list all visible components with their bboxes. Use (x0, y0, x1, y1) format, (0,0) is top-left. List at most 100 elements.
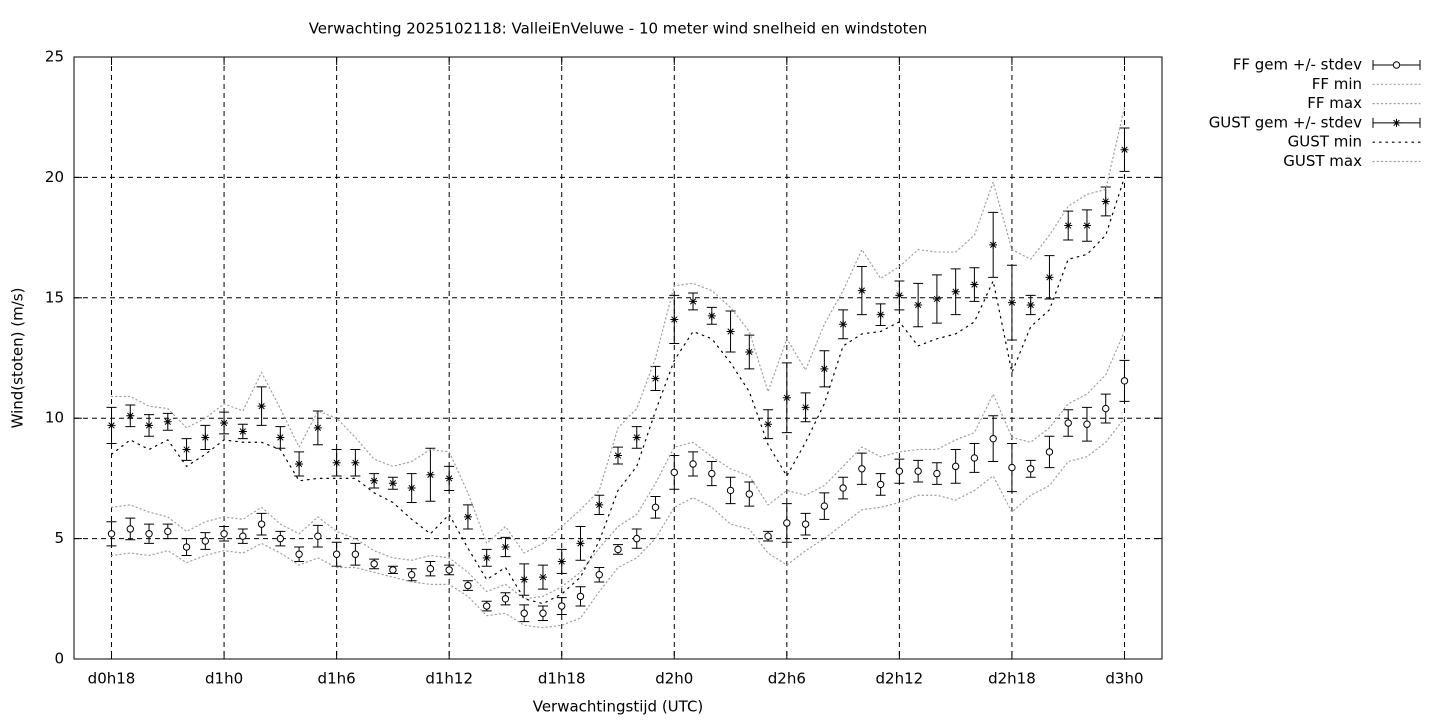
x-tick-label: d1h6 (318, 670, 356, 688)
marker-star (951, 287, 960, 296)
marker-star (1026, 301, 1035, 310)
marker-star (370, 476, 379, 485)
marker-circle (445, 566, 453, 574)
y-tick-label: 5 (54, 529, 64, 547)
marker-circle (595, 571, 603, 579)
marker-circle (164, 527, 172, 536)
x-axis-label: Verwachtingstijd (UTC) (533, 698, 704, 716)
y-tick-label: 20 (45, 168, 64, 186)
marker-star (182, 445, 191, 454)
marker-circle (576, 592, 585, 601)
marker-star (726, 327, 735, 336)
x-tick-label: d2h0 (655, 670, 693, 688)
marker-circle (839, 484, 847, 492)
marker-star (426, 470, 435, 479)
marker-circle (914, 467, 922, 475)
marker-star (257, 402, 266, 411)
marker-circle (689, 460, 697, 468)
marker-circle (801, 520, 810, 528)
marker-star (707, 311, 716, 320)
marker-circle (126, 525, 134, 533)
marker-circle (558, 602, 566, 610)
marker-circle (332, 550, 341, 558)
marker-circle (182, 543, 191, 551)
marker-circle (745, 490, 754, 498)
marker-star (632, 433, 641, 442)
x-tick-label: d3h0 (1105, 670, 1143, 688)
marker-star (332, 458, 341, 467)
marker-circle (933, 469, 941, 478)
series-line (110, 106, 1126, 554)
marker-circle (970, 454, 979, 462)
marker-circle (1120, 377, 1129, 385)
legend-label: FF gem +/- stdev (1233, 56, 1362, 74)
marker-star (276, 433, 285, 442)
marker-star (614, 451, 622, 460)
y-tick-label: 25 (45, 48, 64, 66)
marker-star (595, 500, 604, 509)
marker-circle (370, 560, 378, 568)
y-axis-label: Wind(stoten) (m/s) (9, 288, 27, 429)
marker-circle (501, 595, 510, 603)
marker-circle (407, 571, 416, 579)
marker-star (463, 512, 472, 521)
marker-circle (314, 532, 322, 540)
marker-star (820, 364, 829, 373)
marker-star (1064, 221, 1073, 230)
marker-star (220, 419, 229, 428)
legend-label: FF min (1312, 75, 1362, 93)
marker-star (1120, 145, 1129, 154)
marker-circle (107, 530, 116, 538)
legend-marker (1392, 118, 1401, 127)
x-tick-label: d2h18 (988, 670, 1036, 688)
x-tick-label: d2h12 (876, 670, 924, 688)
marker-circle (1083, 420, 1091, 428)
marker-circle (239, 532, 247, 540)
marker-circle (651, 503, 660, 511)
marker-circle (295, 550, 303, 558)
x-tick-label: d1h0 (205, 670, 243, 688)
marker-circle (426, 565, 435, 573)
marker-circle (670, 468, 678, 477)
marker-circle (876, 480, 885, 489)
y-tick-label: 15 (45, 288, 64, 306)
legend-label: GUST gem +/- stdev (1209, 113, 1362, 131)
marker-circle (783, 519, 791, 527)
marker-star (126, 411, 135, 420)
marker-circle (276, 534, 285, 543)
marker-circle (989, 434, 997, 443)
marker-star (970, 280, 979, 289)
marker-circle (351, 550, 360, 558)
x-tick-label: d0h18 (88, 670, 136, 688)
marker-star (351, 458, 360, 467)
marker-circle (201, 537, 210, 545)
marker-circle (633, 534, 641, 543)
marker-star (1007, 298, 1016, 307)
y-tick-label: 10 (45, 409, 64, 427)
marker-circle (764, 532, 772, 540)
marker-circle (820, 502, 829, 510)
marker-circle (614, 545, 622, 554)
marker-star (501, 543, 510, 552)
marker-star (764, 420, 773, 429)
marker-circle (389, 566, 397, 574)
marker-star (313, 423, 322, 432)
marker-star (107, 421, 116, 430)
x-tick-label: d1h12 (425, 670, 473, 688)
marker-circle (482, 602, 491, 610)
marker-star (932, 295, 941, 304)
marker-star (895, 291, 904, 300)
marker-star (782, 393, 791, 402)
marker-star (145, 421, 154, 430)
marker-star (407, 484, 416, 493)
marker-circle (708, 469, 716, 478)
marker-star (445, 474, 454, 483)
marker-circle (1008, 463, 1016, 472)
marker-star (520, 575, 529, 584)
marker-star (482, 553, 491, 562)
marker-star (163, 417, 172, 426)
marker-star (876, 310, 885, 319)
series-line (110, 176, 1126, 605)
